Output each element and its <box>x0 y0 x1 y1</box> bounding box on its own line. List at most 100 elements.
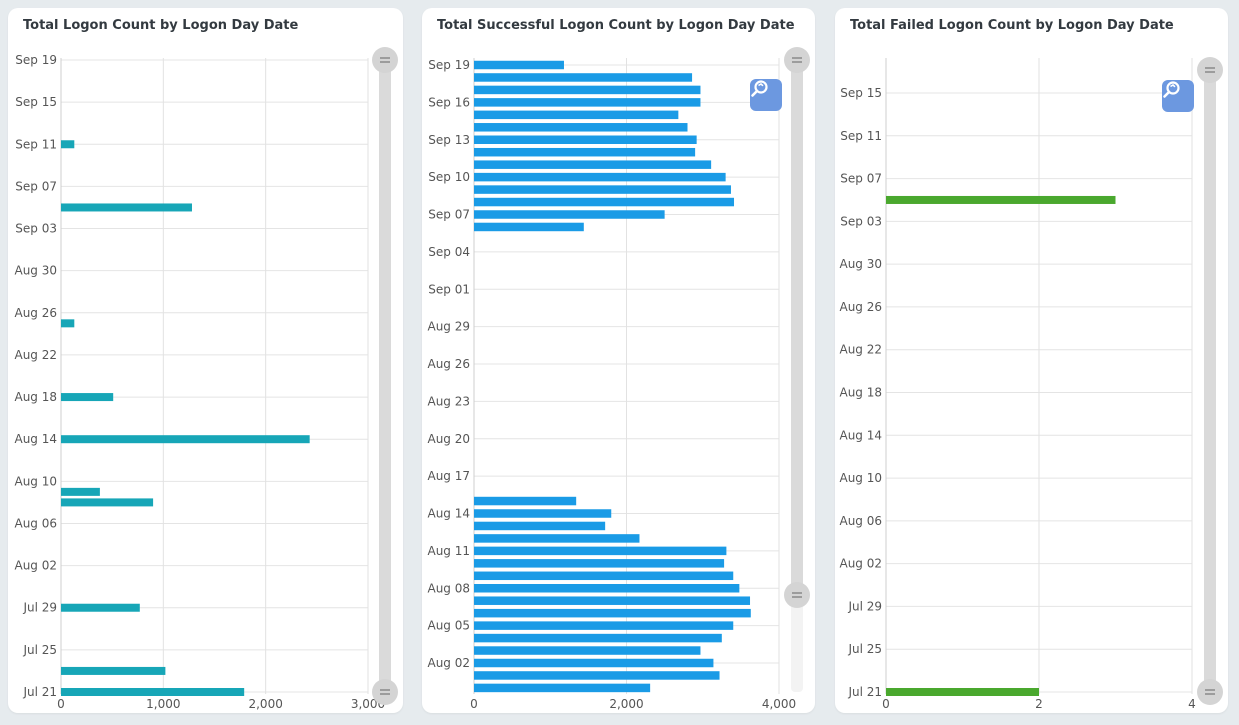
y-tick-label: Sep 01 <box>428 282 470 296</box>
y-tick-label: Jul 25 <box>847 642 882 656</box>
x-tick-label: 0 <box>470 697 478 711</box>
y-tick-label: Jul 29 <box>847 599 882 613</box>
bar <box>474 559 725 568</box>
slider-handle-icon[interactable] <box>1197 679 1223 705</box>
chart-title: Total Failed Logon Count by Logon Day Da… <box>850 18 1174 33</box>
bar <box>474 633 722 643</box>
bar <box>474 135 697 144</box>
bar <box>474 147 696 157</box>
bar <box>474 496 577 506</box>
range-slider-thumb[interactable] <box>379 60 391 692</box>
x-tick-label: 4 <box>1188 697 1196 711</box>
bar <box>61 498 154 507</box>
slider-handle-icon[interactable] <box>784 47 810 73</box>
bar <box>474 210 665 219</box>
bar <box>474 596 751 605</box>
y-tick-label: Sep 11 <box>15 137 57 151</box>
y-tick-label: Aug 02 <box>427 656 470 670</box>
bar <box>474 546 727 556</box>
bar <box>474 222 584 232</box>
y-tick-label: Aug 29 <box>427 320 470 334</box>
bar <box>474 608 751 618</box>
chart-card-successful-logons: Total Successful Logon Count by Logon Da… <box>422 8 815 713</box>
y-tick-label: Aug 06 <box>14 516 57 530</box>
y-tick-label: Aug 23 <box>427 394 470 408</box>
slider-handle-icon[interactable] <box>784 582 810 608</box>
zoom-reset-icon <box>1163 81 1180 98</box>
y-tick-label: Jul 25 <box>22 643 57 657</box>
y-tick-label: Sep 07 <box>15 179 57 193</box>
chart-card-failed-logons: Total Failed Logon Count by Logon Day Da… <box>835 8 1228 713</box>
x-tick-label: 2,000 <box>248 697 282 711</box>
bar <box>474 646 701 655</box>
y-tick-label: Sep 15 <box>15 95 57 109</box>
bar <box>474 123 688 132</box>
bar <box>61 319 75 328</box>
y-tick-label: Sep 13 <box>428 133 470 147</box>
chart-title: Total Successful Logon Count by Logon Da… <box>437 18 795 33</box>
y-tick-label: Aug 10 <box>14 474 57 488</box>
chart-title: Total Logon Count by Logon Day Date <box>23 18 299 33</box>
y-tick-label: Aug 22 <box>14 348 57 362</box>
y-tick-label: Sep 04 <box>428 245 470 259</box>
bar <box>474 160 712 169</box>
y-tick-label: Sep 07 <box>840 172 882 186</box>
bar <box>474 197 735 207</box>
bar <box>474 521 606 531</box>
y-tick-label: Aug 18 <box>839 386 882 400</box>
bar <box>474 671 720 680</box>
bar <box>61 603 140 612</box>
bar <box>474 658 714 668</box>
bar <box>474 73 693 82</box>
y-tick-label: Sep 16 <box>428 95 470 109</box>
bar <box>61 393 114 402</box>
x-tick-label: 2 <box>1035 697 1043 711</box>
range-slider-thumb[interactable] <box>1204 70 1216 692</box>
y-tick-label: Aug 26 <box>839 300 882 314</box>
bar <box>886 195 1116 204</box>
y-tick-label: Aug 30 <box>839 257 882 271</box>
y-tick-label: Jul 21 <box>22 685 57 699</box>
bar <box>61 435 310 444</box>
x-tick-label: 0 <box>882 697 890 711</box>
chart-failed-logons: Sep 15 Sep 11 Sep 07 Sep 03 Aug 30 Aug 26 Aug … <box>839 57 1223 711</box>
bar <box>474 683 651 693</box>
y-tick-label: Aug 26 <box>427 357 470 371</box>
y-tick-label: Sep 15 <box>840 86 882 100</box>
y-tick-label: Aug 14 <box>14 432 57 446</box>
y-tick-label: Sep 11 <box>840 129 882 143</box>
bar <box>474 509 612 518</box>
y-tick-label: Jul 29 <box>22 601 57 615</box>
y-tick-label: Sep 19 <box>15 53 57 67</box>
y-tick-label: Aug 14 <box>839 428 882 442</box>
range-slider-thumb[interactable] <box>791 60 803 595</box>
y-tick-label: Aug 20 <box>427 432 470 446</box>
bar <box>474 60 564 70</box>
y-tick-label: Aug 26 <box>14 306 57 320</box>
bar <box>474 98 701 107</box>
slider-handle-icon[interactable] <box>372 47 398 73</box>
y-tick-label: Sep 19 <box>428 58 470 72</box>
y-tick-label: Aug 02 <box>14 559 57 573</box>
y-tick-label: Jul 21 <box>847 685 882 699</box>
slider-handle-icon[interactable] <box>1197 57 1223 83</box>
y-tick-label: Aug 18 <box>14 390 57 404</box>
y-tick-label: Sep 10 <box>428 170 470 184</box>
y-tick-label: Aug 06 <box>839 514 882 528</box>
zoom-reset-button[interactable] <box>1162 80 1194 112</box>
bar <box>474 172 726 182</box>
bar <box>474 584 740 593</box>
y-tick-label: Aug 11 <box>427 544 470 558</box>
y-tick-label: Sep 03 <box>15 222 57 236</box>
bar <box>474 534 640 543</box>
zoom-reset-button[interactable] <box>750 79 782 111</box>
bar <box>474 185 731 194</box>
slider-handle-icon[interactable] <box>372 679 398 705</box>
y-tick-label: Aug 17 <box>427 469 470 483</box>
y-tick-label: Aug 08 <box>427 581 470 595</box>
bar <box>474 110 679 120</box>
zoom-reset-icon <box>751 80 768 97</box>
y-tick-label: Aug 14 <box>427 507 470 521</box>
x-tick-label: 0 <box>57 697 65 711</box>
bar <box>474 85 701 95</box>
